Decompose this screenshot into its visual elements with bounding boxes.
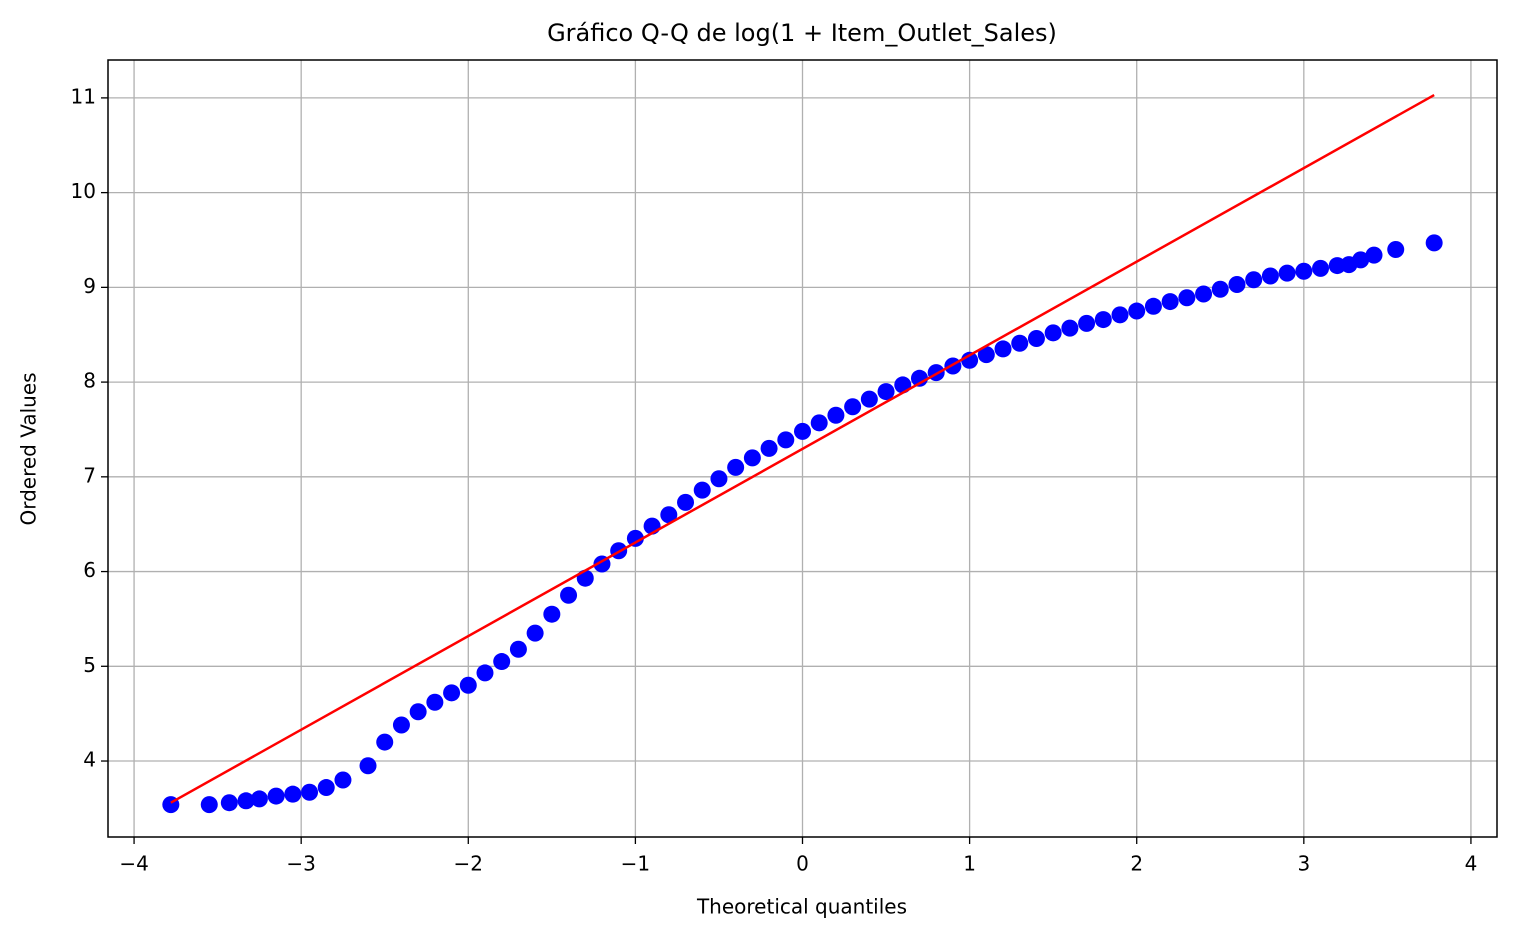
point [376,733,394,751]
point [626,529,644,547]
point [677,493,695,511]
point [1425,234,1443,252]
point [200,796,218,814]
point [392,716,410,734]
point [844,398,862,416]
y-tick-label: 8 [83,369,96,393]
y-tick-label: 7 [83,463,96,487]
x-tick-label: −3 [286,852,315,876]
point [827,406,845,424]
point [1261,267,1279,285]
point [284,785,302,803]
point [443,684,461,702]
point [910,369,928,387]
point [237,792,255,810]
x-tick-label: −1 [621,852,650,876]
point [317,779,335,797]
point [961,351,979,369]
point [359,757,377,775]
point [693,481,711,499]
point [220,794,238,812]
point [1094,311,1112,329]
y-tick-label: 9 [83,274,96,298]
x-tick-label: 4 [1465,852,1478,876]
point [1078,314,1096,332]
point [810,414,828,432]
point [894,376,912,394]
point [1144,297,1162,315]
point [509,640,527,658]
point [977,346,995,364]
x-tick-label: −2 [454,852,483,876]
point [1027,330,1045,348]
point [250,790,268,808]
point [760,439,778,457]
point [1278,264,1296,282]
point [794,422,811,440]
x-tick-label: 3 [1297,852,1310,876]
point [459,676,477,694]
point [1044,324,1062,342]
y-tick-label: 11 [71,84,96,108]
point [1161,293,1179,311]
fit-line [170,93,1435,804]
y-tick-label: 4 [83,748,96,772]
y-tick-label: 6 [83,558,96,582]
point [543,605,561,623]
point [877,383,895,401]
point [426,693,444,711]
point [560,586,578,604]
point [1011,334,1029,352]
x-tick-label: 1 [963,852,976,876]
point [777,431,795,449]
x-tick-label: 0 [796,852,809,876]
point [1128,302,1146,320]
chart-title: Gráfico Q-Q de log(1 + Item_Outlet_Sales… [547,19,1057,47]
point [860,390,878,408]
point [1387,240,1405,258]
point [409,703,427,721]
point [743,449,761,467]
point [1312,259,1330,277]
point [334,771,352,789]
point [526,624,544,642]
point [1178,289,1196,307]
point [1245,271,1263,289]
point [1211,280,1229,298]
plot-frame [107,59,1498,838]
y-axis-label: Ordered Values [17,372,41,525]
x-axis-label: Theoretical quantiles [696,895,907,919]
x-tick-label: −4 [119,852,148,876]
point [476,664,494,682]
x-tick-label: 2 [1130,852,1143,876]
point [267,787,285,805]
point [660,506,678,524]
point [710,470,728,488]
point [1228,276,1246,294]
point [1295,262,1313,280]
point [727,458,745,476]
y-tick-label: 10 [71,179,96,203]
point [1195,285,1213,303]
point [1352,251,1370,269]
y-tick-label: 5 [83,653,96,677]
point [994,340,1012,358]
point [1111,306,1129,324]
point [493,653,511,671]
point [1365,246,1383,264]
point [1061,319,1079,337]
point [576,569,594,587]
point [301,783,319,801]
